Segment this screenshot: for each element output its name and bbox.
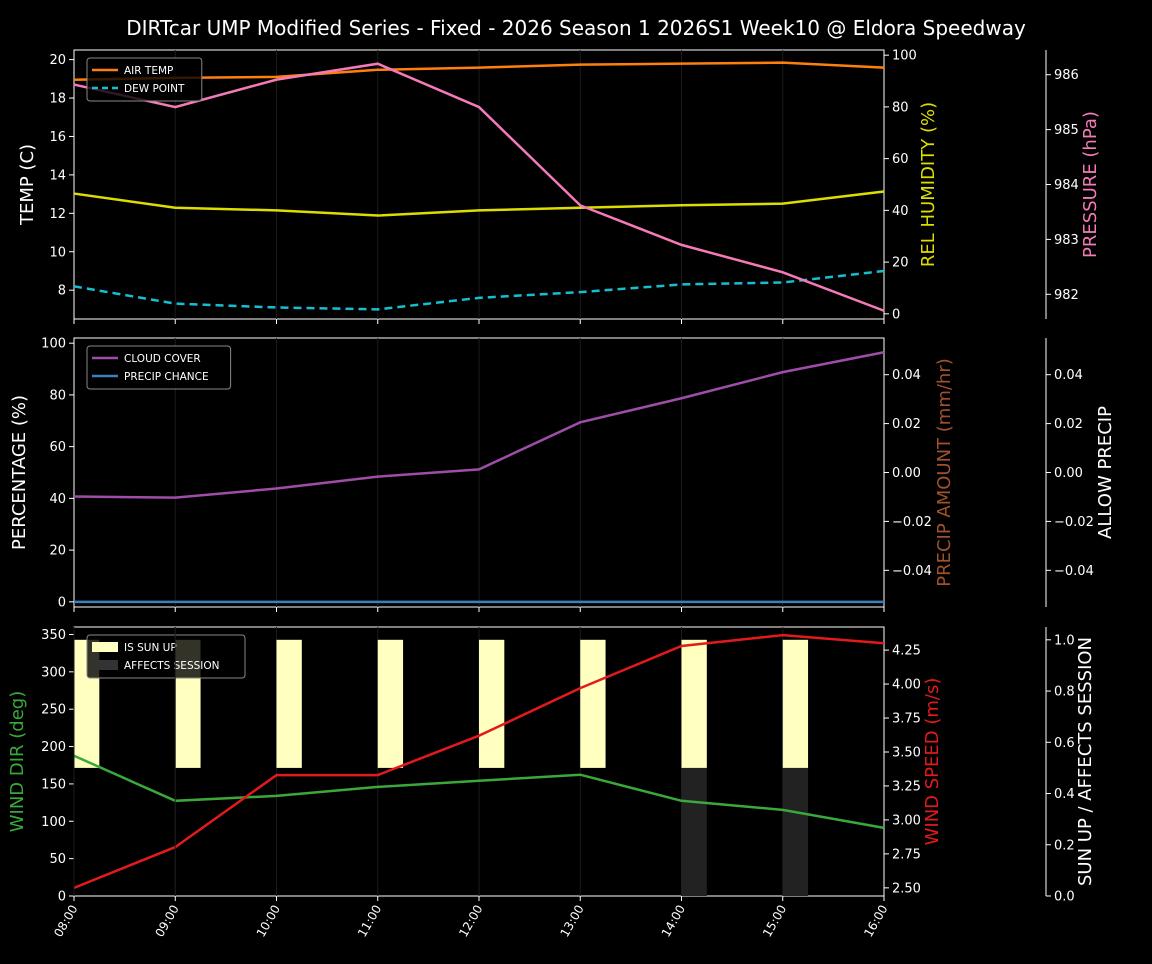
percentage-tick-label: 0	[58, 595, 66, 610]
percentage-label: PERCENTAGE (%)	[9, 395, 30, 550]
legend-label: IS SUN UP	[124, 642, 177, 654]
wind-dir-tick-label: 350	[41, 628, 66, 643]
wind-dir-tick-label: 250	[41, 703, 66, 718]
x-tick-label: 12:00	[456, 903, 485, 940]
humidity-tick-label: 100	[892, 49, 917, 64]
legend-swatch	[92, 660, 118, 670]
x-tick-label: 16:00	[861, 903, 890, 940]
sun-up-tick-label: 0.2	[1054, 838, 1075, 853]
humidity-tick-label: 60	[892, 152, 909, 167]
legend-swatch	[92, 642, 118, 652]
humidity-tick-label: 0	[892, 307, 900, 322]
wind-speed-tick-label: 3.50	[892, 745, 921, 760]
sun-up-bar	[479, 640, 504, 768]
allow-precip-label: ALLOW PRECIP	[1095, 406, 1116, 539]
x-tick-label: 08:00	[51, 903, 80, 940]
wind-dir-tick-label: 0	[58, 890, 66, 905]
legend-label: AIR TEMP	[124, 65, 173, 77]
percentage-tick-label: 100	[41, 337, 66, 352]
wind-speed-tick-label: 2.50	[892, 881, 921, 896]
wind-dir-tick-label: 200	[41, 740, 66, 755]
percentage-tick-label: 20	[49, 544, 66, 559]
temp-tick-label: 8	[58, 284, 66, 299]
sun-up-tick-label: 0.6	[1054, 736, 1075, 751]
sun-up-tick-label: 0.4	[1054, 787, 1075, 802]
allow-precip-tick-label: 0.02	[1054, 417, 1083, 432]
temp-tick-label: 14	[49, 168, 66, 183]
precip-amount-tick-label: 0.02	[892, 417, 921, 432]
affects-session-bar	[682, 768, 707, 896]
x-tick-label: 14:00	[659, 903, 688, 940]
x-tick-label: 10:00	[254, 903, 283, 940]
precip-amount-tick-label: 0.04	[892, 368, 921, 383]
temp-tick-label: 20	[49, 53, 66, 68]
sun-up-label: SUN UP / AFFECTS SESSION	[1075, 637, 1096, 886]
wind-dir-tick-label: 50	[49, 852, 66, 867]
precip-amount-tick-label: 0.00	[892, 466, 921, 481]
wind-dir-tick-label: 300	[41, 665, 66, 680]
wind-speed-tick-label: 4.00	[892, 678, 921, 693]
humidity-label: REL HUMIDITY (%)	[918, 102, 939, 267]
legend-label: CLOUD COVER	[124, 353, 201, 365]
precip-amount-tick-label: −0.02	[892, 515, 932, 530]
pressure-tick-label: 984	[1054, 178, 1079, 193]
wind-dir-tick-label: 100	[41, 815, 66, 830]
allow-precip-tick-label: −0.02	[1054, 515, 1094, 530]
temp-label: TEMP (C)	[17, 144, 38, 226]
percentage-tick-label: 80	[49, 388, 66, 403]
wind-speed-tick-label: 2.75	[892, 847, 921, 862]
wind-dir-tick-label: 150	[41, 777, 66, 792]
wind-speed-tick-label: 4.25	[892, 644, 921, 659]
pressure-tick-label: 982	[1054, 288, 1079, 303]
percentage-tick-label: 60	[49, 440, 66, 455]
sun-up-bar	[682, 640, 707, 768]
precip-amount-label: PRECIP AMOUNT (mm/hr)	[934, 358, 955, 587]
percentage-tick-label: 40	[49, 492, 66, 507]
sun-up-bar	[783, 640, 808, 768]
x-tick-label: 15:00	[760, 903, 789, 940]
sun-up-tick-label: 0.0	[1054, 890, 1075, 905]
allow-precip-tick-label: −0.04	[1054, 564, 1094, 579]
wind-speed-tick-label: 3.00	[892, 813, 921, 828]
pressure-tick-label: 986	[1054, 68, 1079, 83]
x-tick-label: 09:00	[152, 903, 181, 940]
wind-speed-label: WIND SPEED (m/s)	[922, 678, 943, 846]
wind-speed-tick-label: 3.25	[892, 779, 921, 794]
precip-amount-tick-label: −0.04	[892, 564, 932, 579]
allow-precip-tick-label: 0.04	[1054, 368, 1083, 383]
humidity-tick-label: 80	[892, 100, 909, 115]
sun-up-bar	[277, 640, 302, 768]
humidity-tick-label: 40	[892, 204, 909, 219]
wind-speed-tick-label: 3.75	[892, 712, 921, 727]
sun-up-bar	[580, 640, 605, 768]
wind-dir-label: WIND DIR (deg)	[7, 691, 28, 833]
affects-session-bar	[783, 768, 808, 896]
sun-up-bar	[378, 640, 403, 768]
pressure-tick-label: 985	[1054, 123, 1079, 138]
temp-tick-label: 18	[49, 92, 66, 107]
chart-title: DIRTcar UMP Modified Series - Fixed - 20…	[126, 16, 1026, 40]
temp-tick-label: 16	[49, 130, 66, 145]
pressure-label: PRESSURE (hPa)	[1080, 111, 1101, 258]
legend-label: PRECIP CHANCE	[124, 371, 209, 383]
legend-label: AFFECTS SESSION	[124, 660, 220, 672]
legend-label: DEW POINT	[124, 83, 185, 95]
pressure-tick-label: 983	[1054, 233, 1079, 248]
allow-precip-tick-label: 0.00	[1054, 466, 1083, 481]
temp-tick-label: 12	[49, 207, 66, 222]
sun-up-tick-label: 0.8	[1054, 685, 1075, 700]
temp-tick-label: 10	[49, 245, 66, 260]
x-tick-label: 13:00	[557, 903, 586, 940]
sun-up-tick-label: 1.0	[1054, 633, 1075, 648]
humidity-tick-label: 20	[892, 256, 909, 271]
x-tick-label: 11:00	[355, 903, 384, 940]
